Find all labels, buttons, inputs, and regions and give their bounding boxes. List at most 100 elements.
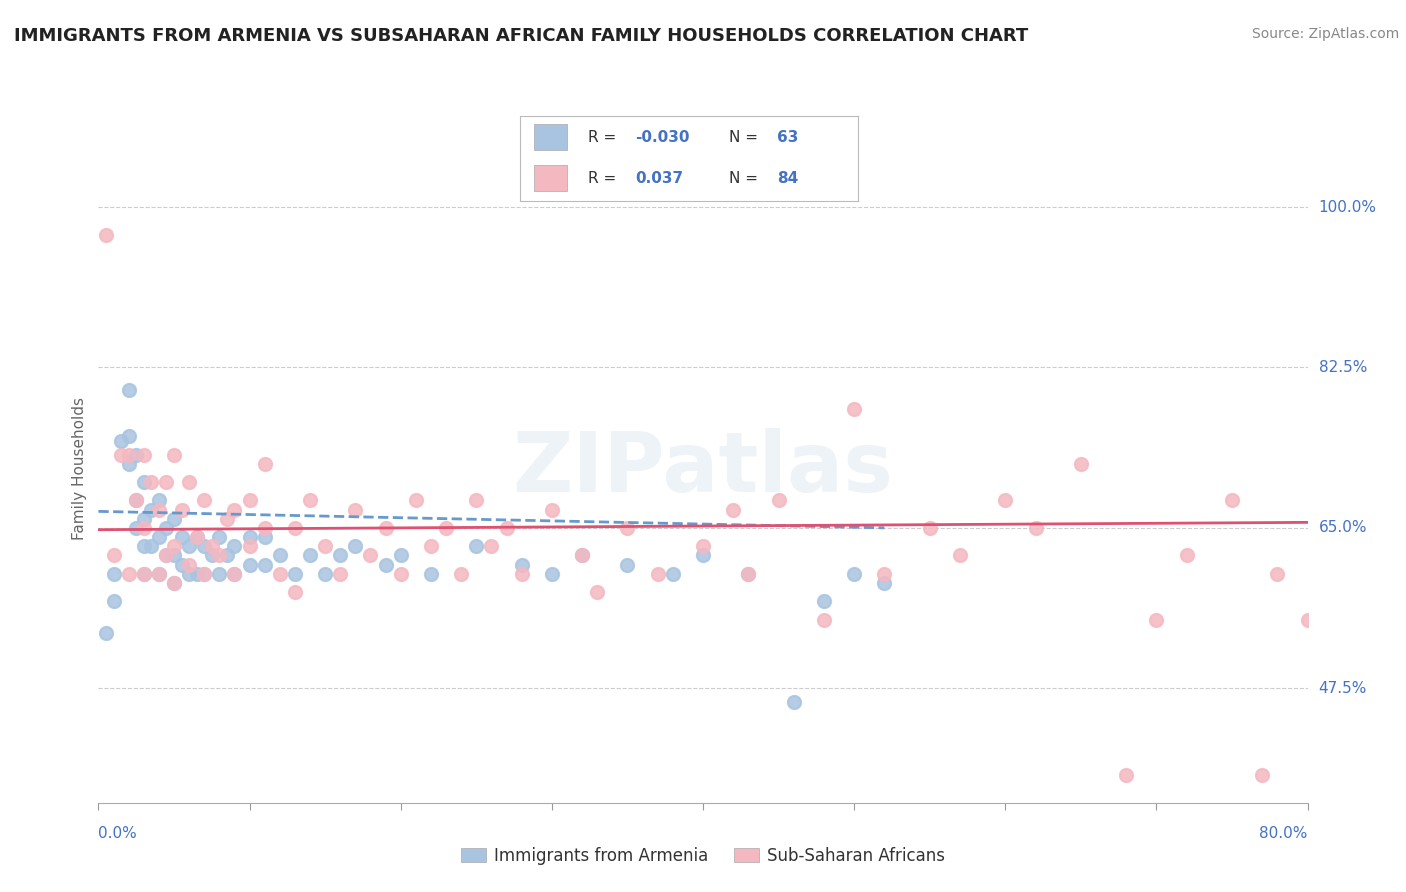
Point	[118, 566, 141, 581]
Point	[239, 558, 262, 572]
Point	[1144, 613, 1167, 627]
Point	[692, 549, 714, 563]
Text: N =: N =	[730, 130, 763, 145]
Point	[661, 566, 683, 581]
Point	[253, 457, 276, 471]
Point	[132, 521, 155, 535]
Point	[616, 558, 638, 572]
Point	[148, 502, 170, 516]
Point	[419, 539, 441, 553]
Text: R =: R =	[588, 130, 621, 145]
Point	[208, 566, 231, 581]
Point	[344, 502, 367, 516]
Point	[239, 493, 262, 508]
Point	[844, 566, 866, 581]
Point	[110, 434, 132, 448]
Point	[141, 539, 163, 553]
Point	[224, 539, 246, 553]
Point	[170, 530, 193, 544]
Point	[177, 475, 201, 489]
Text: 82.5%: 82.5%	[1319, 360, 1367, 375]
Point	[949, 549, 972, 563]
Point	[329, 549, 352, 563]
Point	[132, 448, 155, 462]
Point	[118, 429, 141, 443]
Point	[269, 566, 291, 581]
Point	[155, 521, 177, 535]
Text: R =: R =	[588, 171, 621, 186]
Point	[148, 566, 170, 581]
Point	[737, 566, 759, 581]
Point	[344, 539, 367, 553]
Point	[186, 566, 208, 581]
Point	[110, 448, 132, 462]
Point	[269, 549, 291, 563]
Point	[1265, 566, 1288, 581]
Text: 84: 84	[776, 171, 799, 186]
Point	[873, 575, 896, 590]
Point	[737, 566, 759, 581]
Point	[163, 575, 186, 590]
Point	[94, 626, 117, 640]
Point	[586, 585, 609, 599]
Text: 63: 63	[776, 130, 799, 145]
Point	[873, 566, 896, 581]
Bar	[534, 165, 568, 191]
Point	[1402, 493, 1406, 508]
Point	[540, 566, 562, 581]
Point	[193, 493, 215, 508]
Point	[132, 566, 155, 581]
Point	[148, 530, 170, 544]
Point	[155, 549, 177, 563]
Point	[510, 558, 533, 572]
Point	[170, 502, 193, 516]
Point	[1372, 521, 1395, 535]
Point	[193, 566, 215, 581]
Bar	[534, 125, 568, 150]
Point	[155, 549, 177, 563]
Point	[540, 502, 562, 516]
Point	[141, 475, 163, 489]
Point	[495, 521, 517, 535]
Point	[186, 530, 208, 544]
Point	[1220, 493, 1243, 508]
Point	[132, 539, 155, 553]
Point	[94, 227, 117, 242]
Point	[405, 493, 427, 508]
Point	[813, 594, 835, 608]
Point	[208, 549, 231, 563]
Point	[434, 521, 457, 535]
Point	[118, 448, 141, 462]
Point	[314, 539, 336, 553]
Point	[208, 530, 231, 544]
Point	[1175, 549, 1198, 563]
Point	[994, 493, 1017, 508]
Point	[118, 457, 141, 471]
Point	[284, 566, 307, 581]
Point	[141, 502, 163, 516]
Point	[253, 558, 276, 572]
Point	[224, 566, 246, 581]
Point	[284, 585, 307, 599]
Point	[253, 521, 276, 535]
Point	[374, 558, 396, 572]
Point	[239, 539, 262, 553]
Text: 100.0%: 100.0%	[1319, 200, 1376, 215]
Text: -0.030: -0.030	[636, 130, 689, 145]
Point	[782, 695, 804, 709]
Point	[201, 549, 224, 563]
Point	[215, 512, 238, 526]
Point	[186, 530, 208, 544]
Text: 0.0%: 0.0%	[98, 826, 138, 841]
Point	[1070, 457, 1092, 471]
Point	[125, 521, 148, 535]
Point	[1251, 768, 1274, 782]
Point	[163, 549, 186, 563]
Point	[692, 539, 714, 553]
Point	[253, 530, 276, 544]
Point	[170, 558, 193, 572]
Point	[510, 566, 533, 581]
Text: 0.037: 0.037	[636, 171, 683, 186]
Point	[215, 549, 238, 563]
Point	[299, 493, 322, 508]
